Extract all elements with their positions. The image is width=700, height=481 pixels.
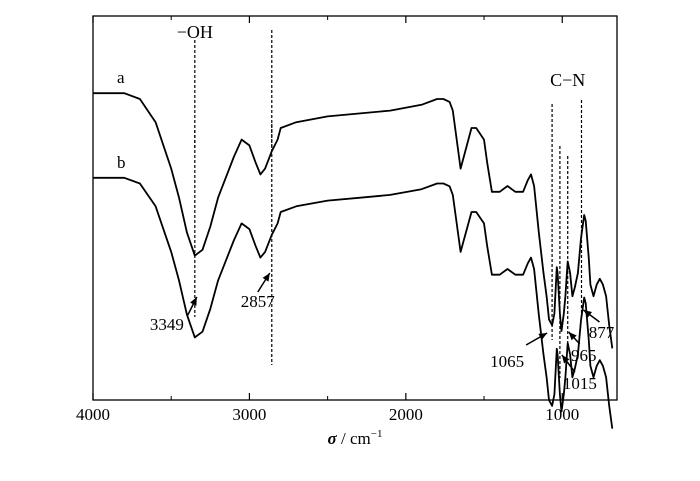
x-axis-label-separator: / (337, 429, 350, 448)
x-tick-label: 4000 (76, 405, 110, 424)
x-axis-ticks (92, 16, 563, 400)
plot-frame (92, 15, 618, 401)
group-label: C−N (550, 70, 585, 90)
peak-arrow-head (583, 310, 592, 318)
peak-arrow-head (190, 297, 197, 306)
x-tick-label: 1000 (545, 405, 579, 424)
peak-arrow-head (568, 332, 577, 341)
x-axis-label-unit-exponent: −1 (371, 428, 383, 440)
x-axis-label: σ / cm−1 (328, 428, 383, 448)
peak-label: 3349 (150, 315, 184, 334)
x-tick-label: 3000 (232, 405, 266, 424)
peak-arrow-head (538, 333, 548, 340)
peak-label: 2857 (241, 292, 276, 311)
series-label-a: a (117, 68, 125, 87)
series-line-a (93, 92, 614, 349)
x-axis-label-symbol: σ (328, 429, 338, 448)
peak-labels: 3349 2857 1065 1015 965 877 (150, 272, 615, 393)
peak-label: 1015 (563, 374, 597, 393)
series-labels: ab (117, 68, 126, 172)
peak-arrow-head (262, 273, 270, 282)
group-labels: −OH C−N (177, 22, 586, 90)
group-label: −OH (177, 22, 213, 42)
series-label-b: b (117, 153, 126, 172)
spectra-series (93, 92, 614, 429)
x-axis-label-unit: cm (350, 429, 371, 448)
peak-label: 965 (571, 346, 597, 365)
peak-label: 877 (589, 323, 615, 342)
series-line-b (93, 176, 614, 429)
peak-label: 1065 (490, 352, 524, 371)
reference-lines (194, 30, 583, 378)
x-tick-label: 2000 (389, 405, 423, 424)
peak-arrow-head (561, 355, 570, 364)
x-axis-tick-labels: 4000 3000 2000 1000 (76, 405, 579, 424)
